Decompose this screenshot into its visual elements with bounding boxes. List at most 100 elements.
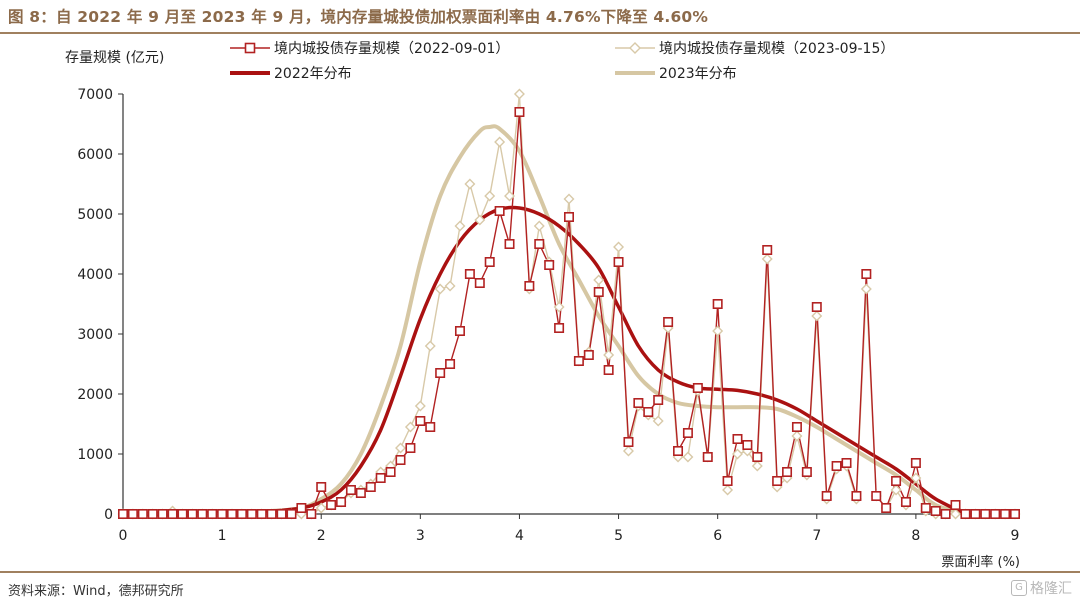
point-2022 xyxy=(692,382,703,393)
y-tick-label: 1000 xyxy=(77,447,113,463)
point-2022 xyxy=(474,278,485,289)
point-2022 xyxy=(831,460,842,471)
point-2022 xyxy=(673,445,684,456)
y-tick-label: 7000 xyxy=(77,87,113,103)
point-2022 xyxy=(563,212,574,223)
legend-label: 境内城投债存量规模（2022-09-01） xyxy=(274,41,509,57)
point-2022 xyxy=(603,364,614,375)
x-tick-label: 2 xyxy=(317,528,326,544)
point-2022 xyxy=(623,436,634,447)
x-tick-label: 0 xyxy=(119,528,128,544)
legend-marker xyxy=(629,42,641,54)
point-2022 xyxy=(187,508,198,519)
y-tick-label: 5000 xyxy=(77,207,113,223)
x-tick-label: 8 xyxy=(911,528,920,544)
point-2023 xyxy=(494,136,506,148)
point-2022 xyxy=(682,427,693,438)
point-2023 xyxy=(454,220,466,232)
point-2022 xyxy=(326,499,337,510)
point-2022 xyxy=(286,508,297,519)
point-2022 xyxy=(197,508,208,519)
y-tick-label: 4000 xyxy=(77,267,113,283)
point-2022 xyxy=(702,451,713,462)
point-2023 xyxy=(613,241,625,253)
point-2022 xyxy=(900,496,911,507)
point-2022 xyxy=(137,508,148,519)
line-2023-stock xyxy=(123,93,1015,515)
point-2023 xyxy=(890,484,902,496)
point-2023 xyxy=(722,484,734,496)
point-2023 xyxy=(504,190,516,202)
line-2022-stock xyxy=(123,111,1015,516)
point-2022 xyxy=(881,502,892,513)
point-2023 xyxy=(910,472,922,484)
point-2022 xyxy=(811,301,822,312)
watermark-text: 格隆汇 xyxy=(1030,581,1072,597)
point-2022 xyxy=(573,355,584,366)
point-2022 xyxy=(762,245,773,256)
watermark-logo-icon: G xyxy=(1011,580,1027,596)
legend-label: 2022年分布 xyxy=(274,66,352,82)
legend-label: 境内城投债存量规模（2023-09-15） xyxy=(659,41,894,57)
point-2023 xyxy=(553,301,565,313)
point-2023 xyxy=(414,400,426,412)
point-2023 xyxy=(474,214,486,226)
point-2022 xyxy=(445,358,456,369)
point-2023 xyxy=(434,283,446,295)
point-2022 xyxy=(544,260,555,271)
point-2023 xyxy=(761,253,773,265)
point-2022 xyxy=(435,367,446,378)
curve-2022-distribution xyxy=(121,205,968,516)
point-2022 xyxy=(930,505,941,516)
legend: 境内城投债存量规模（2022-09-01） 境内城投债存量规模（2023-09-1… xyxy=(230,41,894,82)
curve-2023-distribution xyxy=(121,124,968,517)
point-2023 xyxy=(712,325,724,337)
point-2022 xyxy=(772,475,783,486)
point-2022 xyxy=(663,316,674,327)
x-tick-label: 1 xyxy=(218,528,227,544)
bottom-rule xyxy=(0,571,1080,573)
x-tick-label: 4 xyxy=(515,528,524,544)
legend-item-2023-stock: 境内城投债存量规模（2023-09-15） xyxy=(615,41,894,57)
point-2022 xyxy=(147,508,158,519)
point-2022 xyxy=(296,502,307,513)
point-2023 xyxy=(424,340,436,352)
point-2022 xyxy=(157,508,168,519)
point-2022 xyxy=(821,490,832,501)
point-2022 xyxy=(871,490,882,501)
point-2022 xyxy=(236,508,247,519)
point-2023 xyxy=(315,502,327,514)
point-2022 xyxy=(940,508,951,519)
point-2022 xyxy=(514,107,525,118)
point-2022 xyxy=(494,206,505,217)
point-2022 xyxy=(425,421,436,432)
point-2022 xyxy=(385,466,396,477)
point-2022 xyxy=(484,257,495,268)
point-2022 xyxy=(970,508,981,519)
legend-item-2022-stock: 境内城投债存量规模（2022-09-01） xyxy=(230,41,509,57)
point-2022 xyxy=(246,508,257,519)
point-2022 xyxy=(365,481,376,492)
point-2023 xyxy=(533,220,545,232)
point-2022 xyxy=(345,484,356,495)
point-2023 xyxy=(395,442,407,454)
point-2022 xyxy=(395,454,406,465)
point-2022 xyxy=(464,269,475,280)
point-2022 xyxy=(851,490,862,501)
point-2022 xyxy=(752,451,763,462)
point-2022 xyxy=(593,287,604,298)
point-2022 xyxy=(375,472,386,483)
point-2022 xyxy=(405,442,416,453)
legend-label: 2023年分布 xyxy=(659,66,737,82)
point-2022 xyxy=(276,508,287,519)
point-2022 xyxy=(167,508,178,519)
point-2022 xyxy=(454,325,465,336)
point-2022 xyxy=(742,439,753,450)
point-2022 xyxy=(722,475,733,486)
legend-item-2023-distribution: 2023年分布 xyxy=(615,66,737,82)
distribution-curves xyxy=(121,124,968,517)
y-tick-label: 0 xyxy=(104,507,113,523)
point-2023 xyxy=(484,190,496,202)
x-tick-label: 6 xyxy=(713,528,722,544)
